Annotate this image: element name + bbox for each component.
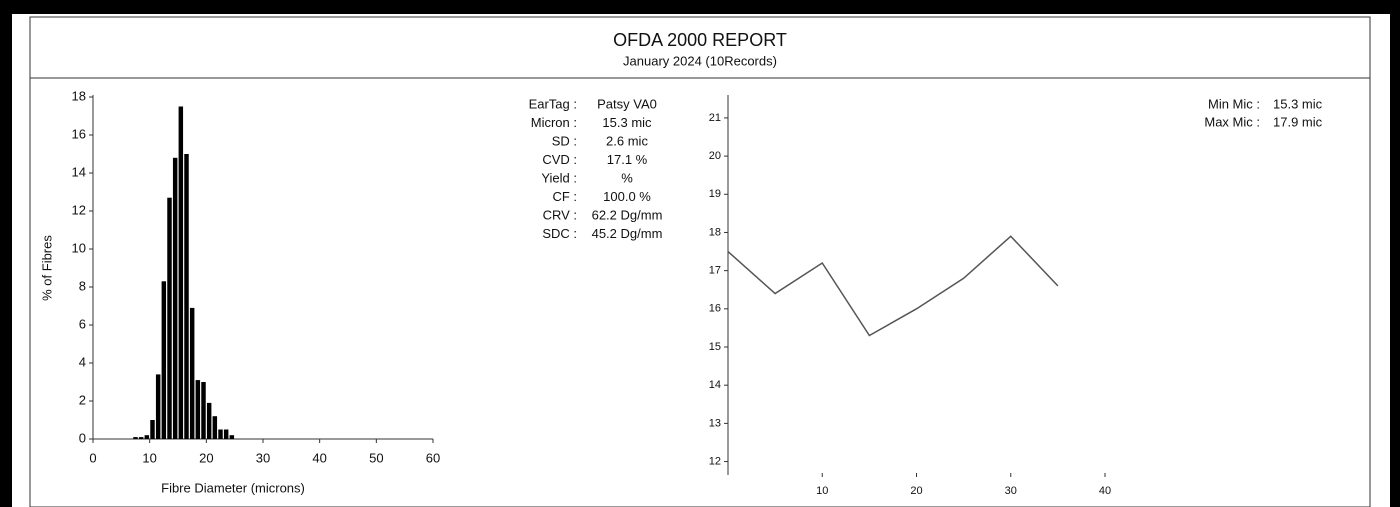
x-tick-label: 20 bbox=[199, 450, 213, 465]
y-tick-label: 20 bbox=[709, 150, 721, 162]
y-tick-label: 21 bbox=[709, 112, 721, 124]
y-tick-label: 10 bbox=[72, 240, 86, 255]
y-tick-label: 0 bbox=[79, 430, 86, 445]
x-tick-label: 50 bbox=[369, 450, 383, 465]
x-axis-label: Fibre Diameter (microns) bbox=[161, 480, 305, 495]
bar bbox=[178, 106, 184, 439]
y-tick-label: 2 bbox=[79, 392, 86, 407]
bar bbox=[189, 307, 195, 439]
x-tick-label: 60 bbox=[426, 450, 440, 465]
stat-value: % bbox=[621, 170, 633, 185]
x-tick-label: 0 bbox=[89, 450, 96, 465]
y-tick-label: 18 bbox=[72, 88, 86, 103]
y-tick-label: 16 bbox=[709, 303, 721, 315]
y-tick-label: 19 bbox=[709, 188, 721, 200]
bar bbox=[144, 435, 150, 439]
y-tick-label: 13 bbox=[709, 417, 721, 429]
y-tick-label: 18 bbox=[709, 226, 721, 238]
y-tick-label: 12 bbox=[709, 455, 721, 467]
stat-label: CVD : bbox=[542, 152, 577, 167]
bar bbox=[138, 437, 144, 439]
bar bbox=[206, 402, 212, 439]
x-tick-label: 10 bbox=[142, 450, 156, 465]
y-tick-label: 6 bbox=[79, 316, 86, 331]
stat-value: 100.0 % bbox=[603, 189, 651, 204]
bar bbox=[212, 416, 218, 439]
stat-label: SDC : bbox=[542, 226, 577, 241]
x-tick-label: 40 bbox=[312, 450, 326, 465]
bar bbox=[184, 154, 189, 439]
range-label: Min Mic : bbox=[1208, 96, 1260, 111]
x-tick-label: 30 bbox=[256, 450, 270, 465]
bar bbox=[167, 197, 172, 439]
stat-value: 15.3 mic bbox=[602, 115, 652, 130]
frame bbox=[29, 16, 1371, 507]
bar bbox=[133, 437, 138, 439]
stat-label: Yield : bbox=[541, 170, 577, 185]
line bbox=[727, 235, 1059, 337]
y-tick-label: 17 bbox=[709, 265, 721, 277]
range-value: 15.3 mic bbox=[1273, 96, 1323, 111]
title: OFDA 2000 REPORT bbox=[613, 30, 787, 50]
y-tick-label: 16 bbox=[72, 126, 86, 141]
x-tick-label: 10 bbox=[816, 485, 828, 497]
bar bbox=[161, 281, 167, 439]
x-tick-label: 40 bbox=[1099, 485, 1111, 497]
y-axis-label: % of Fibres bbox=[39, 235, 54, 301]
stat-label: CF : bbox=[552, 189, 577, 204]
range-label: Max Mic : bbox=[1204, 114, 1260, 129]
bar bbox=[218, 429, 223, 439]
y-tick-label: 12 bbox=[72, 202, 86, 217]
stat-label: SD : bbox=[552, 133, 577, 148]
y-tick-label: 14 bbox=[709, 379, 721, 391]
y-tick-label: 8 bbox=[79, 278, 86, 293]
page bbox=[12, 14, 1390, 507]
stat-label: EarTag : bbox=[529, 96, 577, 111]
stat-value: 45.2 Dg/mm bbox=[592, 226, 663, 241]
range-value: 17.9 mic bbox=[1273, 114, 1323, 129]
bar bbox=[195, 380, 201, 439]
bar bbox=[201, 382, 206, 439]
stat-value: 17.1 % bbox=[607, 152, 648, 167]
x-tick-label: 20 bbox=[910, 485, 922, 497]
bar bbox=[229, 435, 235, 439]
x-tick-label: 30 bbox=[1005, 485, 1017, 497]
stat-value: 62.2 Dg/mm bbox=[592, 207, 663, 222]
stat-label: CRV : bbox=[543, 207, 577, 222]
y-tick-label: 15 bbox=[709, 341, 721, 353]
bar bbox=[150, 420, 155, 439]
y-tick-label: 4 bbox=[79, 354, 86, 369]
bar bbox=[155, 374, 161, 439]
y-tick-label: 14 bbox=[72, 164, 86, 179]
bar bbox=[223, 429, 229, 439]
stat-value: Patsy VA0 bbox=[597, 96, 657, 111]
bar bbox=[172, 157, 178, 440]
subtitle: January 2024 (10Records) bbox=[623, 53, 777, 68]
stat-label: Micron : bbox=[531, 115, 577, 130]
stat-value: 2.6 mic bbox=[606, 133, 648, 148]
